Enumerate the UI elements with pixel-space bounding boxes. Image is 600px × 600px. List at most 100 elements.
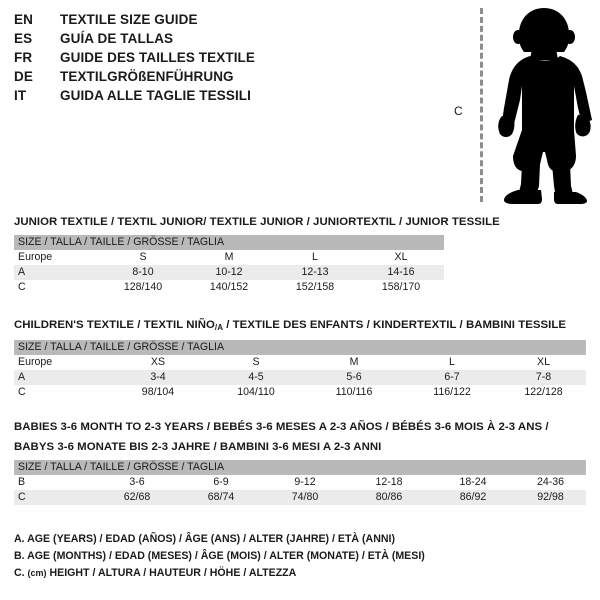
table-row: C 62/68 68/74 74/80 80/86 86/92 92/98	[14, 490, 586, 505]
babies-section-title-line2: BABYS 3-6 MONATE BIS 2-3 JAHRE / BAMBINI…	[14, 441, 382, 453]
language-code-de: DE	[14, 69, 33, 84]
language-code-en: EN	[14, 12, 33, 27]
babies-cell: 18-24	[431, 475, 515, 490]
children-size-header-row: SIZE / TALLA / TAILLE / GRÖSSE / TAGLIA	[14, 340, 586, 355]
table-row: Europe S M L XL	[14, 250, 444, 265]
junior-cell: 140/152	[186, 280, 272, 295]
babies-cell: 68/74	[179, 490, 263, 505]
language-title-fr: GUIDE DES TAILLES TEXTILE	[60, 50, 256, 65]
children-cell: L	[403, 355, 501, 370]
junior-cell: 14-16	[358, 265, 444, 280]
junior-cell: 8-10	[100, 265, 186, 280]
babies-cell: 62/68	[95, 490, 179, 505]
legend-line-b: B. AGE (MONTHS) / EDAD (MESES) / ÂGE (MO…	[14, 550, 425, 562]
babies-cell: 80/86	[347, 490, 431, 505]
babies-size-header-row: SIZE / TALLA / TAILLE / GRÖSSE / TAGLIA	[14, 460, 586, 475]
children-cell: 5-6	[305, 370, 403, 385]
language-row-en: EN TEXTILE SIZE GUIDE	[14, 12, 414, 31]
table-row: A 3-4 4-5 5-6 6-7 7-8	[14, 370, 586, 385]
children-cell: 4-5	[207, 370, 305, 385]
table-row: C 128/140 140/152 152/158 158/170	[14, 280, 444, 295]
children-cell: S	[207, 355, 305, 370]
junior-cell: 10-12	[186, 265, 272, 280]
children-title-subscript: /A	[214, 323, 224, 332]
language-code-es: ES	[14, 31, 33, 46]
language-title-en: TEXTILE SIZE GUIDE	[60, 12, 198, 27]
children-size-header-label: SIZE / TALLA / TAILLE / GRÖSSE / TAGLIA	[14, 340, 586, 355]
junior-size-table: SIZE / TALLA / TAILLE / GRÖSSE / TAGLIA …	[14, 235, 444, 295]
children-cell: 3-4	[109, 370, 207, 385]
children-row-label-a: A	[14, 370, 109, 385]
babies-cell: 74/80	[263, 490, 347, 505]
children-cell: 104/110	[207, 385, 305, 400]
babies-cell: 86/92	[431, 490, 515, 505]
children-cell: XL	[501, 355, 586, 370]
table-row: B 3-6 6-9 9-12 12-18 18-24 24-36	[14, 475, 586, 490]
junior-cell: S	[100, 250, 186, 265]
language-code-fr: FR	[14, 50, 33, 65]
children-cell: 116/122	[403, 385, 501, 400]
babies-row-label-b: B	[14, 475, 95, 490]
language-code-it: IT	[14, 88, 27, 103]
junior-row-label-a: A	[14, 265, 100, 280]
junior-textile-section: JUNIOR TEXTILE / TEXTIL JUNIOR/ TEXTILE …	[14, 215, 500, 295]
table-row: Europe XS S M L XL	[14, 355, 586, 370]
junior-row-label-europe: Europe	[14, 250, 100, 265]
height-illustration: C	[440, 0, 600, 212]
legend-line-a: A. AGE (YEARS) / EDAD (AÑOS) / ÂGE (ANS)…	[14, 533, 395, 545]
children-row-label-c: C	[14, 385, 109, 400]
babies-size-table: SIZE / TALLA / TAILLE / GRÖSSE / TAGLIA …	[14, 460, 586, 505]
language-title-it: GUIDA ALLE TAGLIE TESSILI	[60, 88, 251, 103]
babies-cell: 12-18	[347, 475, 431, 490]
language-header: EN TEXTILE SIZE GUIDE ES GUÍA DE TALLAS …	[14, 12, 414, 107]
babies-cell: 9-12	[263, 475, 347, 490]
babies-textile-section: BABIES 3-6 MONTH TO 2-3 YEARS / BEBÉS 3-…	[14, 420, 586, 505]
legend-line-c-rest: HEIGHT / ALTURA / HAUTEUR / HÖHE / ALTEZ…	[46, 567, 297, 579]
babies-cell: 92/98	[515, 490, 586, 505]
table-row: C 98/104 104/110 110/116 116/122 122/128	[14, 385, 586, 400]
junior-section-title: JUNIOR TEXTILE / TEXTIL JUNIOR/ TEXTILE …	[14, 216, 500, 228]
babies-section-title-line1: BABIES 3-6 MONTH TO 2-3 YEARS / BEBÉS 3-…	[14, 421, 549, 433]
legend-line-c-unit: (cm)	[27, 568, 47, 578]
height-measure-label: C	[454, 104, 463, 118]
junior-size-header-label: SIZE / TALLA / TAILLE / GRÖSSE / TAGLIA	[14, 235, 444, 250]
toddler-silhouette-icon	[498, 8, 592, 204]
junior-cell: 158/170	[358, 280, 444, 295]
children-textile-section: CHILDREN'S TEXTILE / TEXTIL NIÑO/A / TEX…	[14, 318, 586, 400]
children-section-title: CHILDREN'S TEXTILE / TEXTIL NIÑO/A / TEX…	[14, 318, 586, 335]
language-row-it: IT GUIDA ALLE TAGLIE TESSILI	[14, 88, 414, 107]
children-cell: 7-8	[501, 370, 586, 385]
babies-row-label-c: C	[14, 490, 95, 505]
junior-size-header-row: SIZE / TALLA / TAILLE / GRÖSSE / TAGLIA	[14, 235, 444, 250]
measurement-legend: A. AGE (YEARS) / EDAD (AÑOS) / ÂGE (ANS)…	[14, 531, 534, 582]
language-title-es: GUÍA DE TALLAS	[60, 31, 174, 46]
junior-cell: L	[272, 250, 358, 265]
junior-cell: M	[186, 250, 272, 265]
babies-cell: 6-9	[179, 475, 263, 490]
legend-line-c: C. (cm) HEIGHT / ALTURA / HAUTEUR / HÖHE…	[14, 565, 534, 582]
junior-cell: 152/158	[272, 280, 358, 295]
table-row: A 8-10 10-12 12-13 14-16	[14, 265, 444, 280]
children-cell: 110/116	[305, 385, 403, 400]
children-cell: 98/104	[109, 385, 207, 400]
children-cell: 6-7	[403, 370, 501, 385]
babies-cell: 24-36	[515, 475, 586, 490]
children-row-label-europe: Europe	[14, 355, 109, 370]
language-row-de: DE TEXTILGRÖßENFÜHRUNG	[14, 69, 414, 88]
language-row-fr: FR GUIDE DES TAILLES TEXTILE	[14, 50, 414, 69]
junior-cell: XL	[358, 250, 444, 265]
language-row-es: ES GUÍA DE TALLAS	[14, 31, 414, 50]
babies-cell: 3-6	[95, 475, 179, 490]
junior-row-label-c: C	[14, 280, 100, 295]
children-title-part1: CHILDREN'S TEXTILE / TEXTIL NIÑO	[14, 319, 215, 331]
children-cell: 122/128	[501, 385, 586, 400]
children-cell: M	[305, 355, 403, 370]
language-title-de: TEXTILGRÖßENFÜHRUNG	[60, 69, 234, 84]
junior-cell: 128/140	[100, 280, 186, 295]
junior-cell: 12-13	[272, 265, 358, 280]
babies-size-header-label: SIZE / TALLA / TAILLE / GRÖSSE / TAGLIA	[14, 460, 586, 475]
children-cell: XS	[109, 355, 207, 370]
height-measure-dashed-line	[480, 8, 483, 202]
children-size-table: SIZE / TALLA / TAILLE / GRÖSSE / TAGLIA …	[14, 340, 586, 400]
legend-line-c-prefix: C.	[14, 567, 28, 579]
